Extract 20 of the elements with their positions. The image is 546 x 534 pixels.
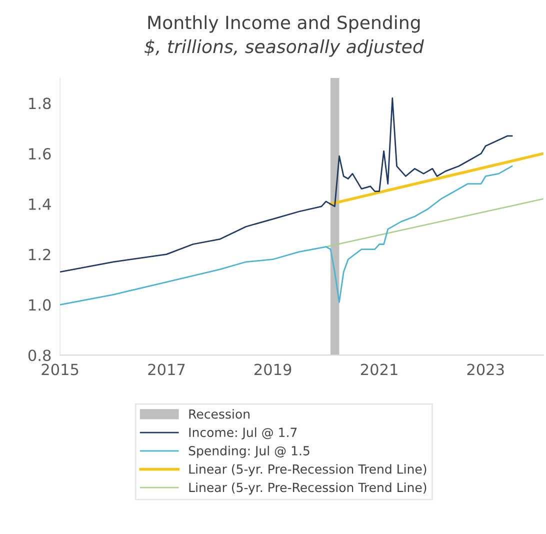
x-tick-label: 2017 bbox=[148, 364, 185, 376]
y-tick-label: 1.2 bbox=[29, 248, 50, 260]
y-tick-label: 1.6 bbox=[29, 148, 51, 160]
legend-label: Spending: Jul @ 1.5 bbox=[188, 446, 310, 458]
y-tick-label: 0.8 bbox=[28, 350, 51, 362]
line-series bbox=[60, 165, 513, 306]
legend-label: Linear (5-yr. Pre-Recession Trend Line) bbox=[189, 482, 426, 495]
chart-title: Monthly Income and Spending bbox=[148, 15, 420, 33]
legend-label: Income: Jul @ 1.7 bbox=[189, 427, 297, 440]
x-tick-label: 2021 bbox=[360, 364, 398, 376]
y-tick-label: 1.0 bbox=[29, 299, 51, 311]
y-tick-label: 1.4 bbox=[29, 198, 51, 210]
x-tick-label: 2019 bbox=[254, 364, 292, 376]
x-tick-label: 2023 bbox=[467, 364, 504, 376]
legend-label: Linear (5-yr. Pre-Recession Trend Line) bbox=[189, 464, 426, 476]
x-tick-label: 2015 bbox=[42, 364, 78, 376]
line-series bbox=[60, 97, 513, 273]
legend-label: Recession bbox=[189, 409, 250, 419]
chart-subtitle: $, trillions, seasonally adjusted bbox=[144, 39, 424, 57]
y-tick-label: 1.8 bbox=[29, 98, 51, 110]
